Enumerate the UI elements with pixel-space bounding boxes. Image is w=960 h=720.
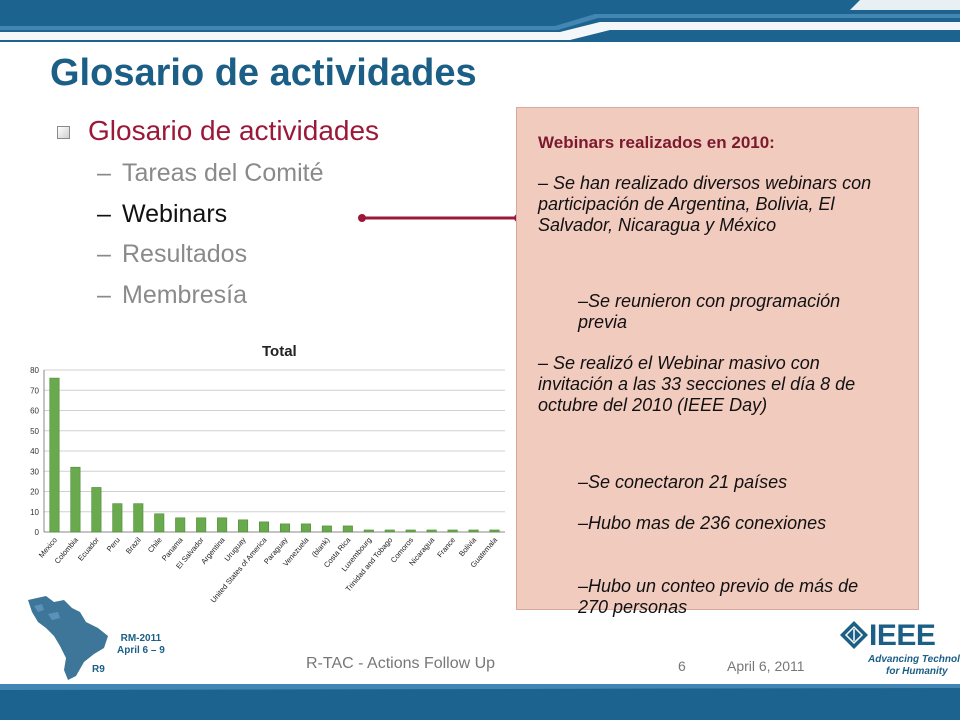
callout-paragraph-2: – Se realizó el Webinar masivo con invit… [538, 353, 856, 415]
y-tick-label: 20 [30, 488, 39, 497]
ieee-diamond-icon [840, 621, 868, 649]
callout-subpoint: –Hubo mas de 236 conexiones [578, 513, 827, 533]
y-tick-label: 0 [35, 528, 40, 537]
x-tick-label: Brazil [124, 535, 143, 555]
y-tick-label: 50 [30, 427, 39, 436]
y-tick-label: 60 [30, 407, 39, 416]
bar [384, 529, 395, 533]
bottom-banner [0, 684, 960, 720]
x-tick-label: Colombia [53, 535, 81, 566]
callout-paragraph-1: – Se han realizado diversos webinars con… [538, 173, 872, 235]
callout-title: Webinars realizados en 2010: [538, 133, 775, 152]
subitem-label: Webinars [122, 200, 228, 228]
region-label: R9 [92, 664, 105, 675]
subitem-label: Membresía [122, 281, 248, 309]
subitem-webinars: – Webinars [97, 200, 228, 228]
x-tick-label: France [435, 536, 457, 560]
bar [426, 529, 437, 533]
bar [279, 523, 290, 533]
bar [112, 503, 123, 533]
bar [133, 503, 144, 533]
bar [321, 525, 332, 533]
ieee-tagline: Advancing Technology [868, 654, 960, 665]
bar [175, 517, 186, 533]
y-tick-label: 30 [30, 467, 39, 476]
bar [49, 377, 60, 533]
chart-title: Total [262, 343, 297, 360]
bar [489, 529, 500, 533]
bar [405, 529, 416, 533]
bar [259, 521, 270, 533]
x-tick-label: Peru [105, 536, 122, 554]
callout-connector [358, 214, 522, 222]
callout-subpoint: –Hubo un conteo previo de más de 270 per… [578, 576, 859, 617]
bar [342, 525, 353, 533]
y-tick-label: 80 [30, 366, 39, 375]
x-tick-label: Ecuador [76, 535, 101, 563]
meeting-label: RM-2011 April 6 – 9 [117, 633, 165, 656]
bar [447, 529, 458, 533]
callout-box [516, 107, 919, 610]
callout-subpoint: –Se conectaron 21 países [578, 472, 788, 492]
footer-date: April 6, 2011 [727, 658, 805, 674]
bar [363, 529, 374, 533]
y-tick-label: 40 [30, 447, 39, 456]
subitem-label: Tareas del Comité [122, 159, 324, 187]
top-banner [0, 0, 960, 42]
footer-title: R-TAC - Actions Follow Up [306, 655, 496, 672]
page-number: 6 [678, 658, 686, 674]
callout-subpoint: –Se reunieron con programación previa [578, 291, 841, 332]
ieee-logo-text: IEEE [869, 619, 936, 652]
y-tick-label: 70 [30, 386, 39, 395]
subitem-label: Resultados [122, 240, 248, 268]
bullet-square-icon [57, 126, 70, 139]
x-tick-label: Chile [146, 536, 164, 555]
subitem-tareas: – Tareas del Comité [97, 159, 324, 187]
bar [91, 487, 102, 533]
bar [238, 519, 249, 533]
bar [196, 517, 207, 533]
subitem-resultados: – Resultados [97, 240, 248, 268]
slide-title: Glosario de actividades [50, 52, 477, 94]
y-tick-label: 10 [30, 508, 39, 517]
subitem-membresia: – Membresía [97, 281, 248, 309]
bullet-main: Glosario de actividades [88, 115, 380, 146]
bar [154, 513, 165, 533]
bar [300, 523, 311, 533]
americas-map-icon [28, 596, 108, 680]
bar [217, 517, 228, 533]
bar [70, 466, 81, 533]
ieee-tagline: for Humanity [886, 666, 948, 677]
bar [468, 529, 479, 533]
